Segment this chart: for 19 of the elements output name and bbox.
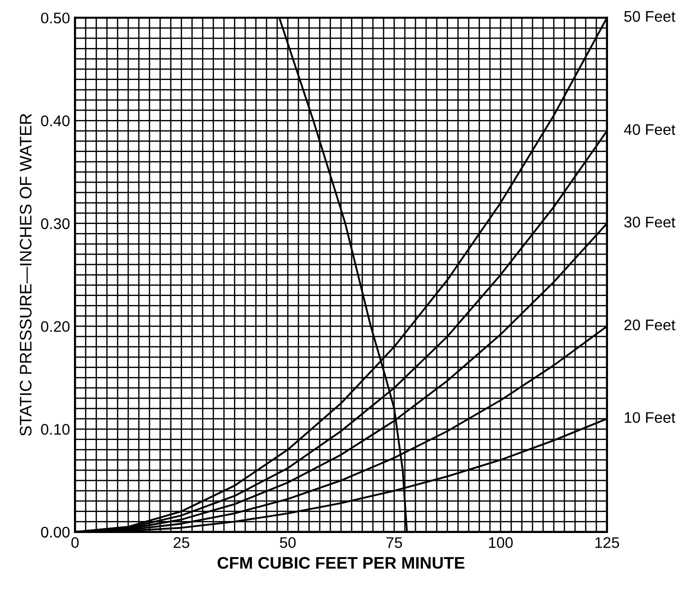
series-label: 40 Feet [624, 124, 676, 135]
x-tick-label: 100 [489, 537, 513, 548]
y-tick-label: 0.20 [41, 321, 70, 332]
series-label: 10 Feet [624, 412, 676, 423]
y-axis-title: STATIC PRESSURE—INCHES OF WATER [20, 114, 32, 436]
x-tick-label: 25 [174, 537, 190, 548]
x-tick-label: 50 [280, 537, 296, 548]
y-tick-label: 0.40 [41, 115, 70, 126]
series-label: 30 Feet [624, 216, 676, 228]
x-tick-label: 125 [595, 537, 620, 548]
series-label: 50 Feet [624, 11, 676, 22]
y-tick-label: 0.50 [41, 12, 70, 24]
x-axis-title: CFM CUBIC FEET PER MINUTE [218, 557, 464, 569]
x-tick-label: 0 [71, 537, 79, 548]
x-tick-label: 75 [386, 537, 402, 548]
y-tick-label: 0.00 [41, 526, 70, 538]
y-tick-label: 0.10 [41, 424, 70, 435]
y-tick-label: 0.30 [41, 218, 70, 230]
series-label: 20 Feet [624, 320, 676, 330]
